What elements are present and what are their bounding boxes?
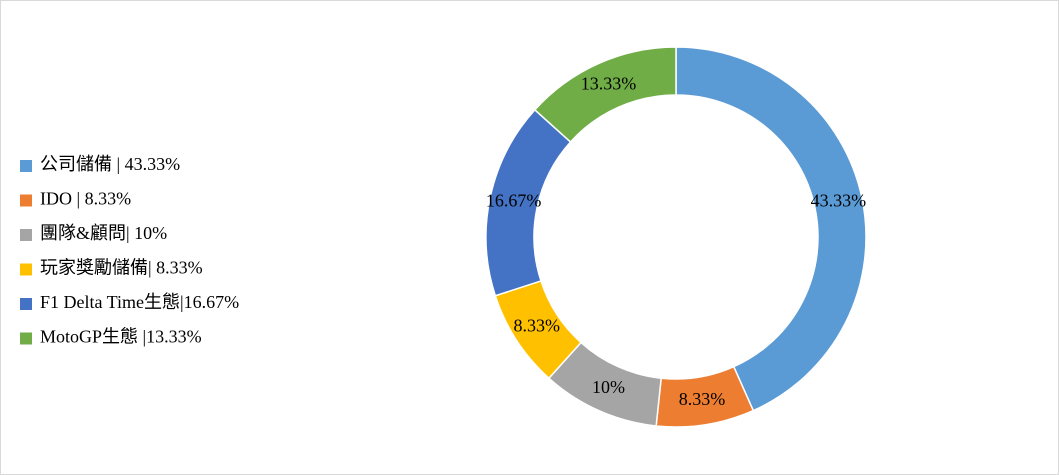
legend-label: MotoGP生態 |13.33%	[40, 327, 202, 347]
data-label: 16.67%	[486, 191, 542, 211]
legend-swatch	[20, 298, 32, 310]
data-label: 8.33%	[514, 316, 561, 336]
legend-label: 玩家獎勵儲備| 8.33%	[40, 258, 203, 278]
data-label: 13.33%	[581, 73, 637, 93]
legend-label: IDO | 8.33%	[40, 189, 131, 209]
legend-label: 公司儲備 | 43.33%	[40, 154, 180, 174]
data-label: 43.33%	[811, 191, 867, 211]
legend-label: F1 Delta Time生態|16.67%	[40, 292, 239, 312]
legend-swatch	[20, 194, 32, 207]
legend-swatch	[20, 263, 32, 276]
legend-swatch	[20, 160, 32, 172]
donut-segment	[533, 46, 677, 144]
donut-segment	[675, 46, 867, 412]
data-label: 8.33%	[679, 389, 726, 409]
legend-swatch	[20, 229, 32, 241]
data-label: 10%	[592, 377, 625, 397]
legend-swatch	[20, 332, 32, 345]
legend-label: 團隊&顧問| 10%	[40, 223, 167, 243]
